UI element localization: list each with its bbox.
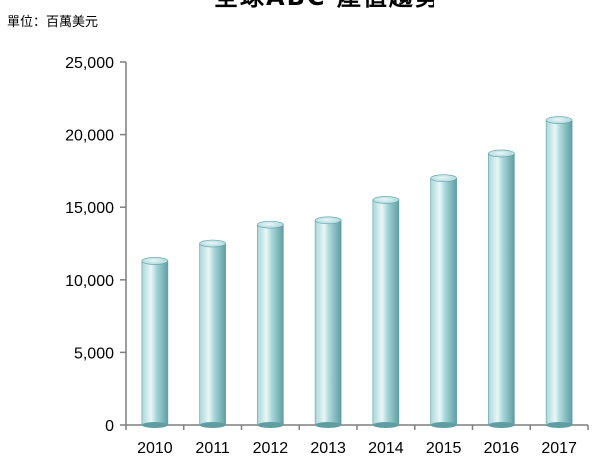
bar-cap bbox=[199, 239, 226, 248]
x-tick-label: 2014 bbox=[368, 440, 404, 456]
bar-cap bbox=[488, 149, 515, 158]
bar-cap bbox=[430, 174, 457, 182]
x-tick-label: 2013 bbox=[310, 440, 346, 456]
x-tick-label: 2016 bbox=[484, 440, 520, 456]
bar-base bbox=[372, 422, 399, 428]
bars bbox=[141, 116, 573, 428]
x-tick-label: 2010 bbox=[137, 440, 173, 456]
bar-body bbox=[141, 260, 169, 426]
y-tick-label: 15,000 bbox=[65, 200, 114, 217]
bar-body bbox=[314, 219, 342, 426]
bar-2011 bbox=[199, 239, 226, 428]
bar-2012 bbox=[257, 220, 284, 428]
bar-2016 bbox=[488, 149, 515, 428]
x-tick-label: 2017 bbox=[541, 440, 577, 456]
bar-body bbox=[257, 224, 284, 426]
bar-2010 bbox=[141, 257, 169, 428]
bar-base bbox=[141, 422, 168, 428]
y-tick-label: 25,000 bbox=[65, 55, 114, 72]
bar-base bbox=[546, 422, 573, 428]
bar-cap bbox=[257, 220, 284, 229]
bar-base bbox=[430, 422, 457, 428]
bar-cap bbox=[545, 116, 573, 124]
bar-body bbox=[430, 177, 457, 426]
y-tick-label: 5,000 bbox=[74, 345, 114, 362]
y-tick-label: 20,000 bbox=[65, 128, 114, 145]
bar-base bbox=[315, 422, 342, 428]
bar-cap bbox=[372, 196, 400, 204]
bar-cap bbox=[314, 216, 342, 225]
bar-base bbox=[488, 422, 515, 428]
bar-cap bbox=[141, 257, 169, 265]
bar-body bbox=[372, 199, 400, 426]
bar-2017 bbox=[545, 116, 573, 428]
bar-2015 bbox=[430, 174, 457, 428]
x-tick-label: 2012 bbox=[253, 440, 289, 456]
chart-title: 全球ABC 產值趨勢 bbox=[214, 0, 434, 12]
x-axis: 2010 2011 2012 2013 2014 2015 2016 2017 bbox=[125, 424, 589, 456]
bar-2013 bbox=[314, 216, 342, 428]
bar-base bbox=[199, 422, 226, 428]
y-tick-label: 10,000 bbox=[65, 273, 114, 290]
bar-2014 bbox=[372, 196, 400, 428]
unit-label: 單位：百萬美元 bbox=[7, 15, 99, 30]
bar-body bbox=[199, 243, 226, 426]
bar-body bbox=[488, 153, 515, 426]
y-tick-label: 0 bbox=[105, 418, 114, 435]
x-tick-label: 2015 bbox=[426, 440, 462, 456]
bar-body bbox=[545, 119, 573, 426]
bar-base bbox=[257, 422, 284, 428]
y-axis: 0 5,000 10,000 15,000 20,000 25,000 bbox=[65, 55, 127, 435]
x-tick-label: 2011 bbox=[195, 440, 230, 456]
